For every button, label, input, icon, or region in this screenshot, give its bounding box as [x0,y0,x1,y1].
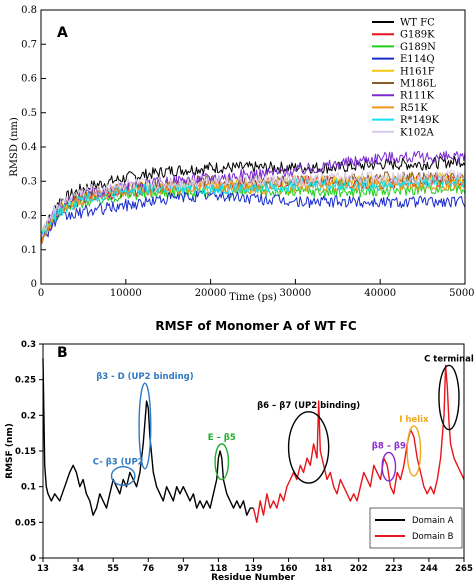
rmsd-xtick-label: 20000 [195,288,227,299]
rmsd-legend-label-r111k: R111K [400,91,435,102]
rmsf-ytick-label: 0.1 [21,483,36,493]
rmsd-ytick-label: 0.5 [21,108,37,119]
rmsd-legend-label-wt-fc: WT FC [400,18,435,29]
rmsd-legend-label-h161f: H161F [400,66,435,77]
rmsd-line-e114q [40,189,466,245]
annotation-label-c-terminal: C terminal [424,354,474,364]
rmsf-ytick-label: 0.3 [21,340,36,350]
rmsd-legend-label-r-149k: R*149K [400,115,440,126]
rmsf-ytick-label: 0 [30,554,36,564]
rmsd-line-r111k [40,150,466,234]
rmsf-xlabel: Residue Number [211,573,295,583]
annotation-ellipse-8-9 [381,451,397,482]
rmsd-xtick-label: 0 [38,288,44,299]
rmsf-xtick-label: 244 [420,564,438,574]
rmsf-xtick-label: 118 [210,564,228,574]
rmsf-ytick-label: 0.15 [15,447,36,457]
annotation-ellipse-i-helix [406,425,422,477]
annotation-ellipse-6-7-up2-binding [287,411,330,484]
rmsf-legend-label-domain-a: Domain A [412,516,454,526]
panel-b-label: B [57,345,68,361]
rmsf-ytick-label: 0.05 [15,518,36,528]
rmsf-xtick-label: 265 [455,564,473,574]
rmsd-xtick-label: 10000 [110,288,142,299]
rmsf-legend: Domain A Domain B [369,507,463,549]
rmsd-ytick-label: 0.3 [21,176,37,187]
rmsd-ytick-label: 0.2 [21,211,37,222]
annotation-ellipse-3-d-up2-binding [138,382,152,470]
rmsf-xtick-label: 34 [72,564,84,574]
rmsf-legend-box [369,507,463,549]
rmsd-legend-label-k102a: K102A [400,127,435,138]
rmsf-xtick-label: 202 [350,564,368,574]
rmsd-legend-label-g189k: G189K [400,30,435,41]
rmsf-xtick-label: 139 [245,564,263,574]
rmsd-ytick-label: 0.6 [21,74,37,85]
annotation-ellipse-c-3-up2 [110,465,136,486]
rmsd-xtick-label: 40000 [364,288,396,299]
rmsd-xlabel: Time (ps) [229,292,277,303]
rmsf-xtick-label: 76 [142,564,154,574]
rmsd-series-group [40,150,466,246]
annotation-ellipse-c-terminal [438,364,460,431]
rmsf-xtick-label: 97 [177,564,189,574]
rmsf-xtick-label: 223 [385,564,403,574]
rmsf-line-domain-b [252,364,465,523]
annotation-label-8-9: β8 – β9 [372,441,406,451]
rmsd-legend-label-r51k: R51K [400,103,428,114]
rmsf-legend-label-domain-b: Domain B [412,532,454,542]
rmsf-xtick-label: 160 [280,564,298,574]
rmsd-ytick-label: 0.8 [21,5,37,16]
annotation-label-6-7-up2-binding: β6 – β7 (UP2 binding) [257,401,360,411]
annotation-label-3-d-up2-binding: β3 - D (UP2 binding) [96,372,194,382]
rmsd-legend-label-g189n: G189N [400,42,436,53]
rmsf-annotations: C- β3 (UP2 β3 - D (UP2 binding) E – β5 β6 –… [93,354,474,486]
rmsd-legend-label-e114q: E114Q [400,54,435,65]
rmsf-xtick-label: 55 [107,564,119,574]
rmsd-ytick-label: 0 [31,279,37,290]
rmsf-title: RMSF of Monomer A of WT FC [155,319,356,333]
annotation-label-i-helix: I helix [399,415,429,425]
rmsd-legend-label-m186l: M186L [400,79,436,90]
panel-a-label: A [57,25,68,41]
rmsf-axis-ticks: 13 34 55 76 97 118 139 160 181 202 223 244 265 0 0.05 0… [15,340,473,574]
rmsd-ylabel: RMSD (nm) [9,117,20,177]
rmsd-line-k102a [40,169,466,236]
rmsf-panel: RMSF of Monomer A of WT FC B 13 34 55 76 97 1… [5,319,474,583]
rmsd-ytick-label: 0.4 [21,142,37,153]
rmsd-ytick-label: 0.7 [21,39,37,50]
rmsf-xtick-label: 181 [315,564,333,574]
annotation-ellipse-e-5 [214,443,230,481]
rmsf-ylabel: RMSF (nm) [5,423,15,479]
rmsf-ytick-label: 0.2 [21,411,36,421]
annotation-label-c-3-up2: C- β3 (UP2 [93,458,144,468]
rmsf-xtick-label: 13 [37,564,49,574]
annotation-label-e-5: E – β5 [208,433,236,443]
rmsd-ytick-label: 0.1 [21,245,37,256]
rmsd-xtick-label: 30000 [279,288,311,299]
rmsd-line-g189k [40,174,466,244]
rmsf-ytick-label: 0.25 [15,376,36,386]
